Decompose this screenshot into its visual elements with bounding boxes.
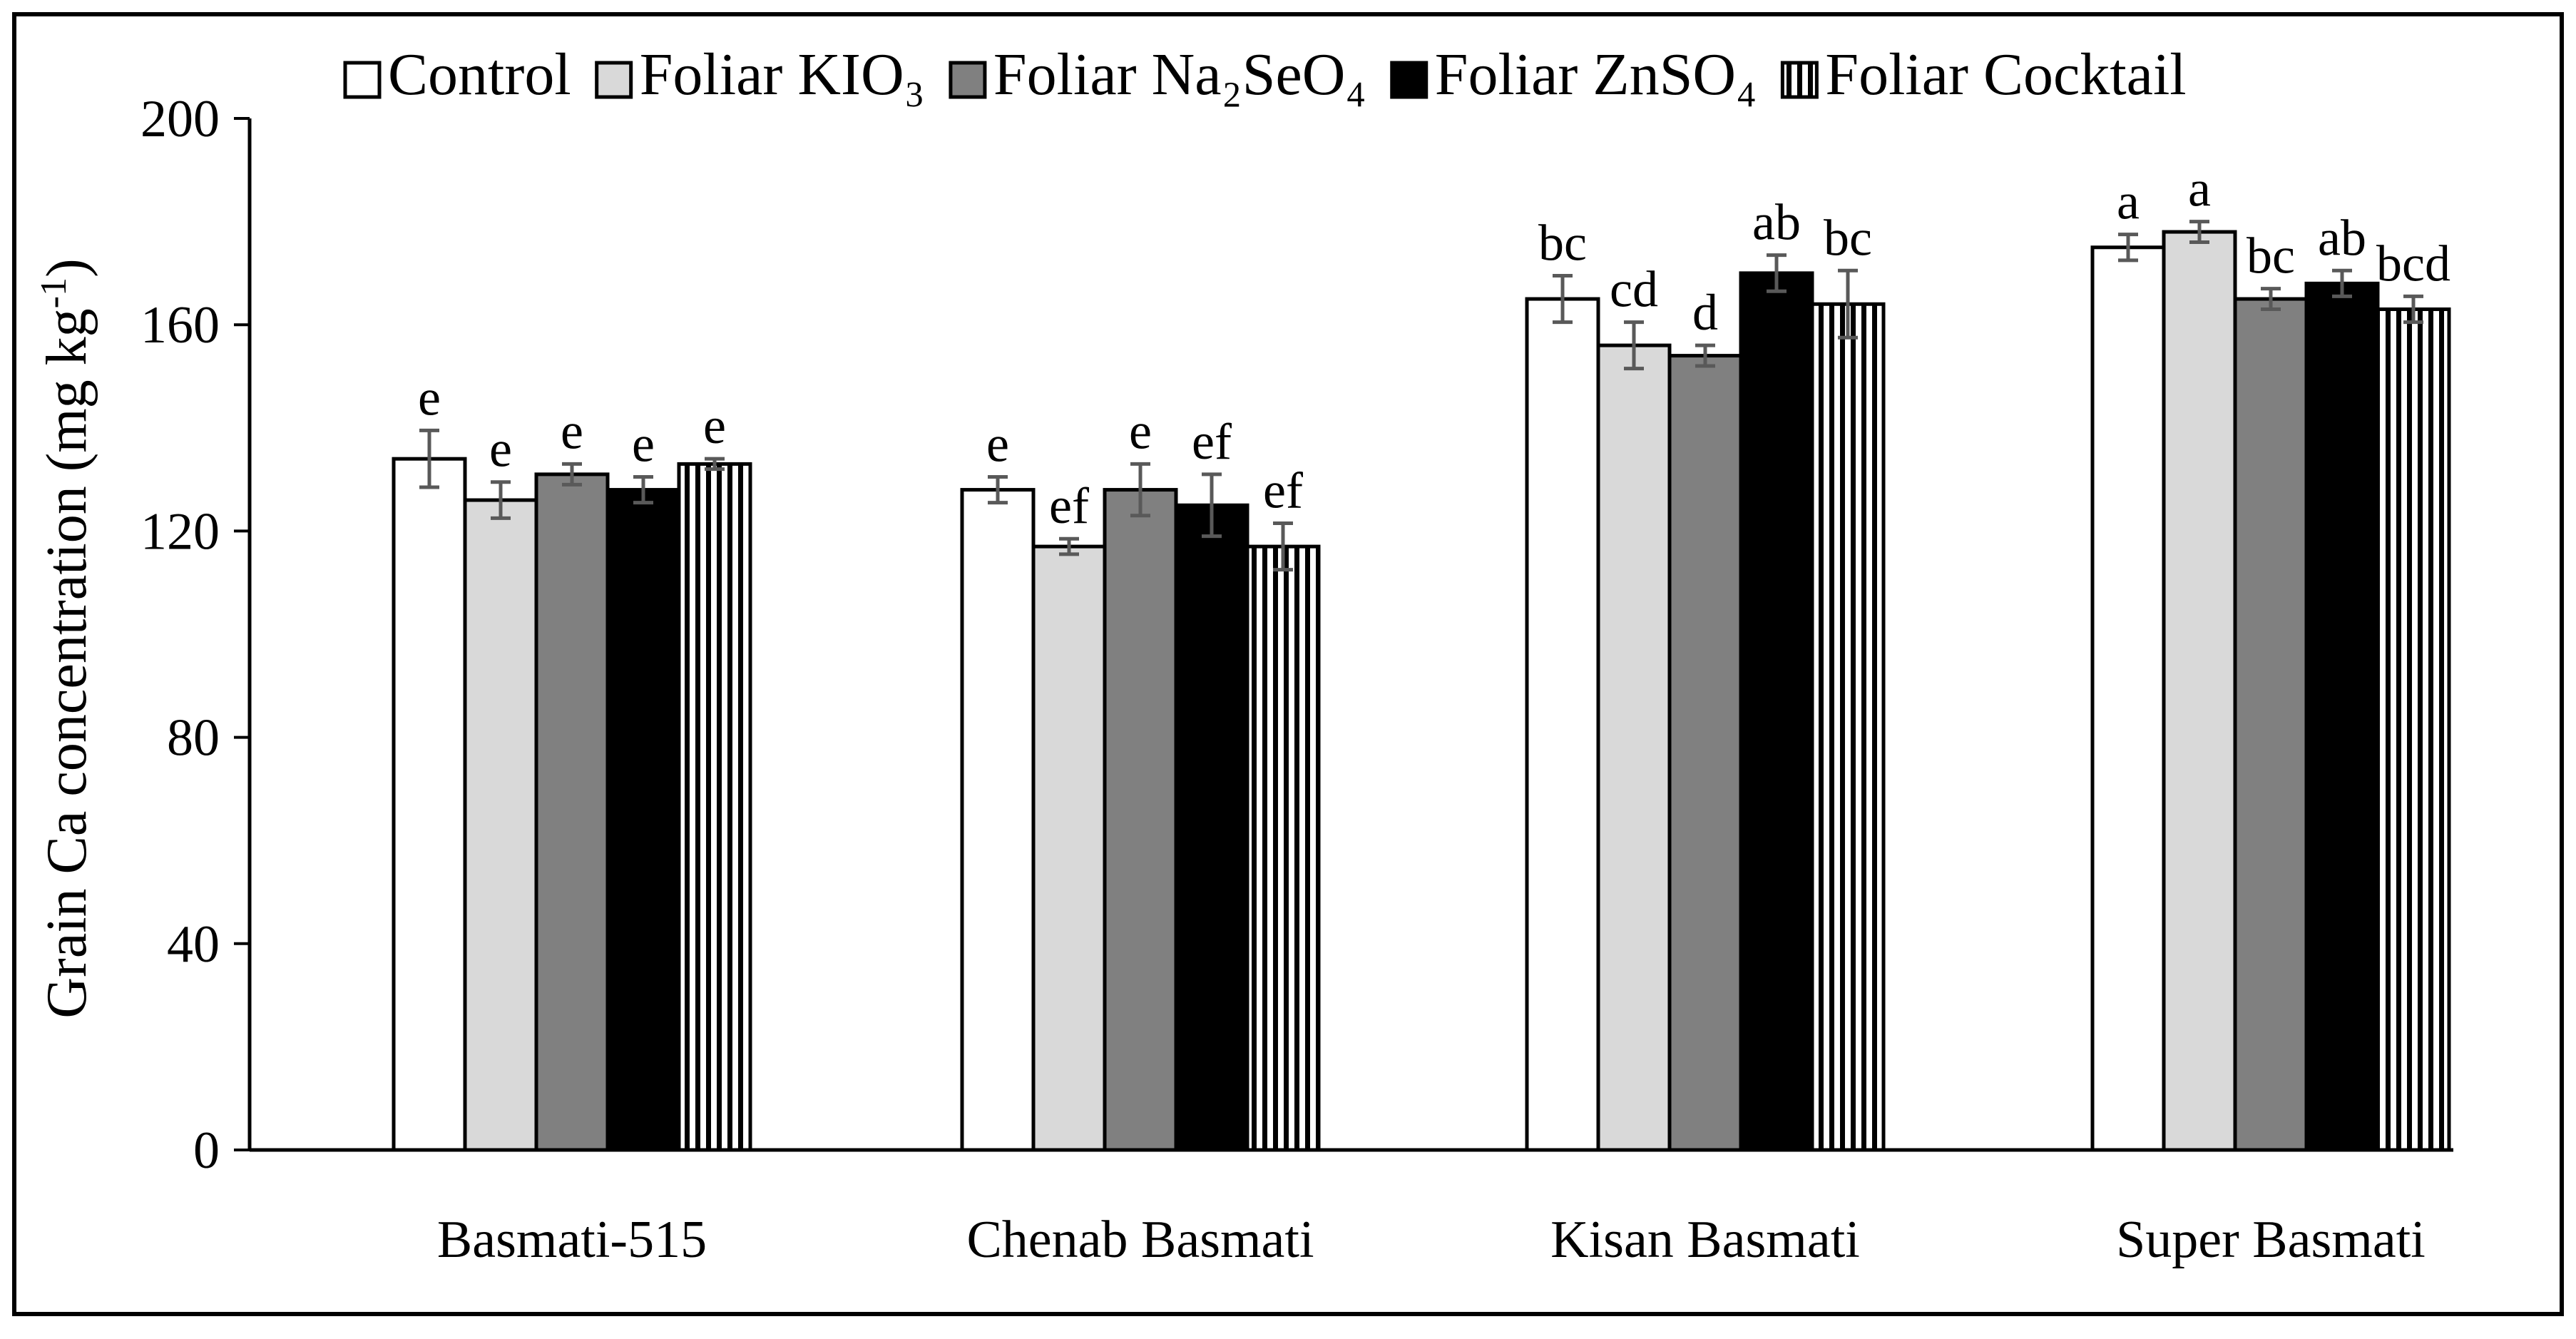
y-tick-label: 120 xyxy=(140,502,220,561)
bar-foliar-na-seo xyxy=(1667,354,1743,1152)
bar-foliar-na-seo xyxy=(534,472,610,1152)
bar-foliar-cocktail xyxy=(677,462,752,1152)
y-tick-label: 40 xyxy=(167,915,220,974)
legend-swatch-control xyxy=(343,61,382,99)
significance-letter: ab xyxy=(2318,209,2366,266)
legend-swatch-foliar-kio xyxy=(595,61,633,99)
significance-letter: a xyxy=(2117,173,2140,230)
significance-letter: cd xyxy=(1610,261,1658,318)
y-axis-title-close: ) xyxy=(36,258,98,278)
bar-foliar-kio xyxy=(1031,544,1107,1152)
legend-label: Foliar Cocktail xyxy=(1825,41,2186,108)
y-axis-title-text: Grain Ca concentration (mg kg xyxy=(36,308,98,1018)
y-axis-title: Grain Ca concentration (mg kg-1) xyxy=(34,258,98,1018)
legend-label: Foliar Na₂SeO₄ xyxy=(993,41,1366,108)
y-axis-title-sup: -1 xyxy=(34,278,74,308)
y-tick-label: 0 xyxy=(193,1121,220,1180)
bar-foliar-cocktail xyxy=(2376,307,2451,1152)
legend-swatch-foliar-na-seo xyxy=(949,61,987,99)
bar-foliar-znso xyxy=(1174,503,1249,1152)
x-category-label: Super Basmati xyxy=(2116,1211,2426,1269)
significance-letter: ab xyxy=(1752,194,1801,251)
bar-foliar-znso xyxy=(2304,281,2380,1152)
y-tick-label: 160 xyxy=(140,296,220,355)
x-category-label: Basmati-515 xyxy=(437,1211,707,1269)
y-tick-label: 200 xyxy=(140,90,220,148)
bar-foliar-na-seo xyxy=(1103,488,1178,1152)
significance-letter: bc xyxy=(2247,228,2295,285)
legend: Control Foliar KIO₃ Foliar Na₂SeO₄ Foliar Z… xyxy=(343,41,2187,108)
significance-letter: e xyxy=(1129,402,1152,459)
significance-letter: e xyxy=(561,402,583,459)
bar-foliar-cocktail xyxy=(1810,302,1886,1152)
bar-foliar-kio xyxy=(2162,230,2237,1152)
bar-control xyxy=(1525,297,1600,1152)
y-axis: 0 40 80 120 160 200 xyxy=(140,90,252,1180)
significance-letter: e xyxy=(489,421,512,478)
significance-letter: bc xyxy=(1538,215,1587,272)
significance-letter: e xyxy=(703,397,726,454)
legend-label: Control xyxy=(388,41,571,108)
x-category-label: Kisan Basmati xyxy=(1550,1211,1860,1269)
bar-foliar-na-seo xyxy=(2233,297,2309,1152)
significance-letter: ef xyxy=(1263,462,1303,519)
legend-swatch-foliar-cocktail xyxy=(1780,61,1819,99)
significance-letter: e xyxy=(632,415,655,472)
significance-letter: d xyxy=(1692,284,1718,341)
x-axis: Basmati-515 Chenab Basmati Kisan Basmati Su… xyxy=(250,1148,2453,1269)
bar-foliar-kio xyxy=(1596,343,1672,1152)
significance-letter: a xyxy=(2188,161,2211,218)
significance-letter: e xyxy=(986,415,1009,472)
bars xyxy=(392,230,2451,1152)
legend-swatch-foliar-znso xyxy=(1390,61,1428,99)
bar-foliar-kio xyxy=(463,498,538,1152)
legend-label: Foliar KIO₃ xyxy=(640,41,925,108)
x-category-label: Chenab Basmati xyxy=(966,1211,1314,1269)
significance-letter: e xyxy=(418,369,441,426)
bar-control xyxy=(960,488,1036,1152)
error-bars xyxy=(419,220,2423,572)
bar-foliar-znso xyxy=(605,488,681,1152)
bar-control xyxy=(2090,245,2166,1152)
bar-foliar-cocktail xyxy=(1245,544,1321,1152)
significance-letter: bc xyxy=(1824,209,1872,266)
legend-label: Foliar ZnSO₄ xyxy=(1435,41,1757,108)
significance-letter: ef xyxy=(1192,413,1232,470)
significance-letter: bcd xyxy=(2376,235,2450,292)
bar-foliar-znso xyxy=(1739,271,1814,1152)
bar-control xyxy=(392,457,467,1152)
y-tick-label: 80 xyxy=(167,709,220,768)
significance-letter: ef xyxy=(1049,477,1089,534)
